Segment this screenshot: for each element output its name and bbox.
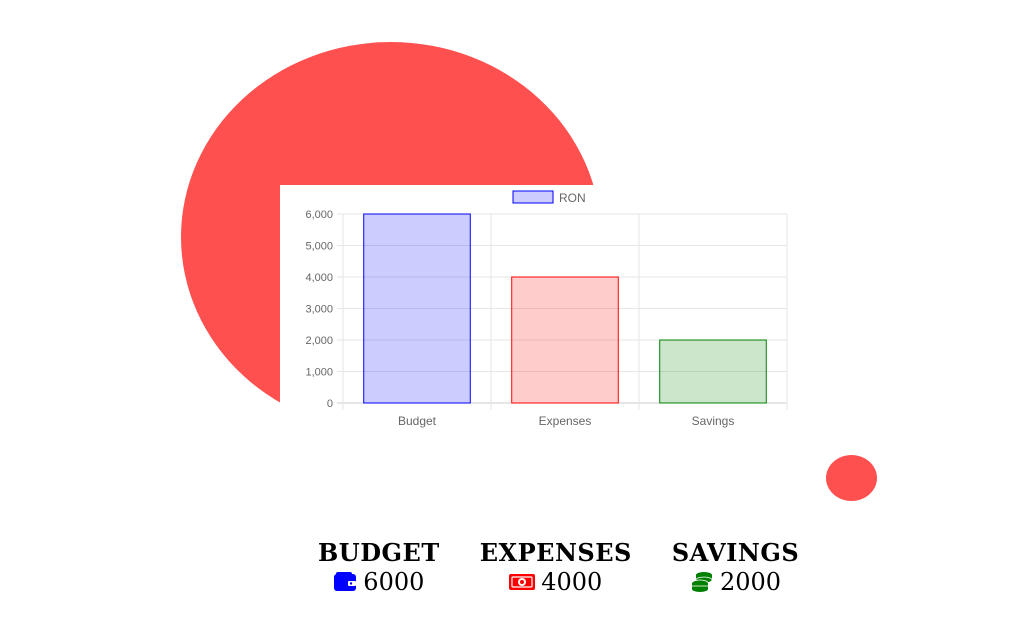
summary-stats: BUDGET 6000 EXPENSES 4000 SAVINGS <box>318 538 799 596</box>
bar <box>511 276 619 404</box>
bar <box>363 213 471 404</box>
stat-expenses-value-row: 4000 <box>509 568 602 596</box>
x-tick-label: Budget <box>398 414 437 428</box>
stat-budget-value-row: 6000 <box>333 568 424 596</box>
wallet-icon <box>334 572 357 591</box>
x-tick-label: Savings <box>692 414 735 428</box>
y-tick-label: 2,000 <box>305 335 333 347</box>
y-tick-label: 6,000 <box>305 209 333 221</box>
decorative-blob-small <box>826 455 877 501</box>
coins-icon <box>691 572 713 592</box>
stat-expenses-value: 4000 <box>541 568 603 596</box>
stat-budget-value: 6000 <box>363 568 425 596</box>
y-tick-label: 5,000 <box>305 241 333 253</box>
money-bill-icon <box>509 574 536 590</box>
stat-expenses-title: EXPENSES <box>479 538 632 567</box>
stat-budget-title: BUDGET <box>318 538 440 567</box>
stat-expenses: EXPENSES 4000 <box>480 538 632 596</box>
legend-swatch <box>512 190 554 204</box>
stat-savings-value: 2000 <box>719 568 782 596</box>
stat-budget: BUDGET 6000 <box>318 538 440 596</box>
bar-chart: 0 1,000 2,000 3,000 4,000 5,000 6,000 Budget Exp… <box>280 185 800 435</box>
stat-savings-value-row: 2000 <box>690 568 781 596</box>
y-tick-label: 0 <box>327 398 333 410</box>
stat-savings-title: SAVINGS <box>671 538 800 567</box>
y-tick-label: 4,000 <box>305 272 333 284</box>
stat-savings: SAVINGS 2000 <box>672 538 799 596</box>
x-tick-label: Expenses <box>539 414 592 428</box>
bar <box>659 339 767 404</box>
y-tick-label: 3,000 <box>305 304 333 316</box>
chart-svg: 0 1,000 2,000 3,000 4,000 5,000 6,000 Budget Exp… <box>305 190 788 428</box>
legend-label: RON <box>559 191 586 205</box>
y-tick-label: 1,000 <box>305 367 333 379</box>
